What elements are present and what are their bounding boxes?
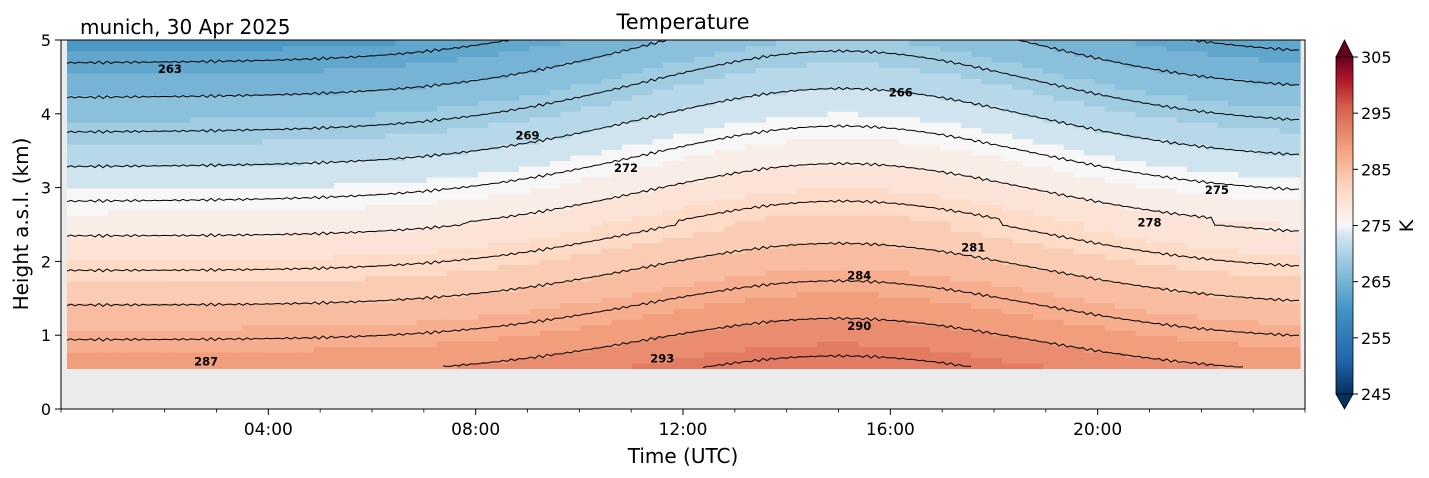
colorbar-tick-label: 305 <box>1361 48 1392 67</box>
contour-lines <box>66 40 1300 369</box>
x-tick-label: 04:00 <box>244 420 293 440</box>
contour-263 <box>1188 40 1300 52</box>
contour-272 <box>66 86 1299 169</box>
contour-263 <box>66 40 515 65</box>
colorbar-label: K <box>1396 219 1418 232</box>
contour-label-287: 287 <box>194 354 218 368</box>
x-tick-label: 08:00 <box>451 420 500 440</box>
colorbar-tick-label: 295 <box>1361 104 1392 123</box>
colorbar-extend-bottom <box>1335 393 1354 410</box>
contour-278 <box>66 161 1300 238</box>
y-tick-label: 5 <box>41 31 51 50</box>
x-axis-label: Time (UTC) <box>627 444 739 468</box>
contour-label-263: 263 <box>158 62 182 76</box>
y-tick-label: 2 <box>41 252 51 271</box>
colorbar-tick-label: 285 <box>1361 160 1392 179</box>
contour-label-275: 275 <box>1205 183 1229 197</box>
contour-label-272: 272 <box>614 161 638 175</box>
y-tick-label: 1 <box>41 326 51 345</box>
y-tick-label: 0 <box>41 400 51 419</box>
colorbar-tick-label: 245 <box>1361 385 1392 404</box>
chart-title: Temperature <box>615 10 749 34</box>
colorbar-tick-label: 275 <box>1361 217 1392 236</box>
colorbar-extend-top <box>1335 39 1354 58</box>
contour-label-293: 293 <box>650 351 674 365</box>
x-tick-label: 12:00 <box>659 420 708 440</box>
temperature-field <box>67 40 1301 370</box>
x-tick-label: 20:00 <box>1073 420 1122 440</box>
y-axis-label: Height a.s.l. (km) <box>9 138 33 311</box>
contour-266 <box>66 40 669 100</box>
x-axis: 04:00 08:00 12:00 16:00 20:00 <box>60 409 1306 440</box>
colorbar: 245 255 265 275 285 295 305 K <box>1335 39 1418 410</box>
contour-label-266: 266 <box>889 86 913 100</box>
x-tick-label: 16:00 <box>866 420 915 440</box>
contour-287 <box>66 279 1299 342</box>
contour-label-284: 284 <box>847 269 871 283</box>
contour-284 <box>66 241 1299 308</box>
y-tick-label: 3 <box>41 179 51 198</box>
contour-269 <box>66 49 1299 134</box>
contour-label-290: 290 <box>847 319 871 333</box>
contour-275 <box>66 124 1299 203</box>
contour-281 <box>66 199 1299 273</box>
y-tick-label: 4 <box>41 105 51 124</box>
contour-290 <box>442 316 1244 368</box>
contour-label-269: 269 <box>515 128 539 142</box>
y-axis: 0 1 2 3 4 5 <box>41 31 61 419</box>
colorbar-tick-label: 265 <box>1361 273 1392 292</box>
contour-label-281: 281 <box>961 241 985 255</box>
colorbar-gradient <box>1335 56 1354 395</box>
contour-266 <box>1016 40 1300 87</box>
colorbar-tick-label: 255 <box>1361 329 1392 348</box>
chart-subtitle: munich, 30 Apr 2025 <box>80 15 290 39</box>
contour-293 <box>702 354 972 369</box>
contour-labels: 263 266 269 272 275 278 281 284 290 293 287 <box>158 62 1229 368</box>
contour-label-278: 278 <box>1137 216 1161 230</box>
